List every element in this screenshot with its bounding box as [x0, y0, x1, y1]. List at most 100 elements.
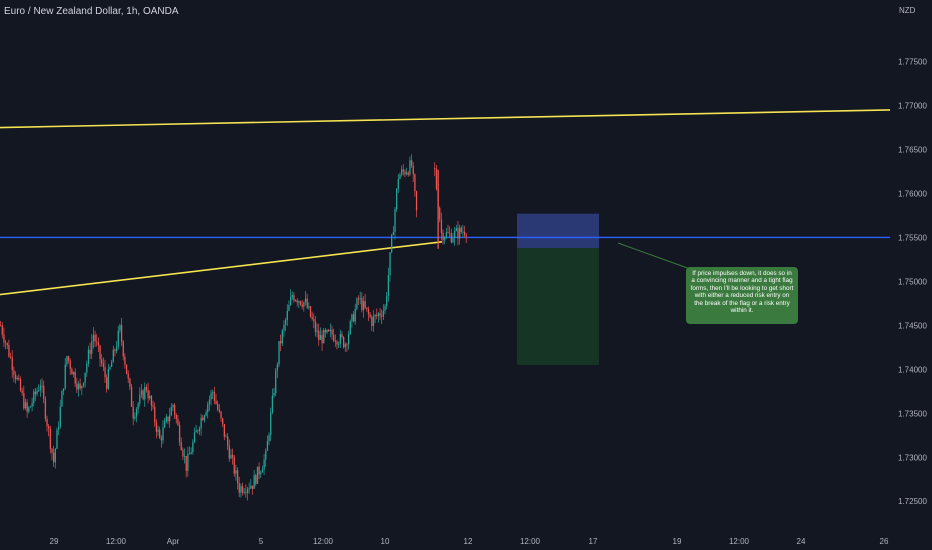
candle-body: [276, 364, 279, 371]
candle-body: [357, 298, 360, 300]
candle-body: [152, 405, 154, 407]
candle-body: [159, 429, 161, 439]
candle-body: [154, 406, 156, 423]
candle-body: [382, 310, 385, 317]
candle-body: [341, 334, 343, 338]
candle-body: [187, 453, 189, 471]
candle-body: [278, 341, 280, 365]
candle-body: [177, 418, 179, 426]
y-tick-label: 1.74500: [898, 321, 927, 330]
candle-body: [371, 317, 373, 327]
candle-body: [400, 169, 403, 175]
candle-body: [342, 337, 345, 348]
candle-body: [9, 356, 12, 358]
lower-trendline[interactable]: [0, 241, 443, 296]
candle-body: [77, 383, 80, 390]
candle-body: [24, 402, 27, 409]
candle-body: [241, 486, 244, 493]
candle-body: [205, 412, 207, 416]
candle-body: [338, 343, 340, 345]
candle-body: [333, 334, 335, 341]
candle-body: [34, 391, 37, 395]
stop-loss-zone[interactable]: [517, 213, 599, 248]
candle-body: [223, 423, 225, 437]
candle-body: [250, 485, 252, 489]
candle-body: [255, 475, 257, 484]
candle-body: [440, 219, 443, 233]
candle-body: [313, 319, 315, 322]
candle-body: [14, 374, 17, 380]
currency-label: NZD: [899, 6, 916, 15]
candle-body: [381, 315, 383, 317]
candle-body: [288, 305, 290, 311]
candle-body: [233, 457, 235, 474]
candle-body: [387, 275, 390, 296]
candle-body: [130, 386, 133, 407]
take-profit-zone[interactable]: [517, 247, 599, 365]
candle-body: [220, 411, 222, 419]
y-tick-label: 1.77000: [898, 102, 927, 111]
candle-body: [200, 417, 202, 429]
symbol-title[interactable]: Euro / New Zealand Dollar, 1h, OANDA: [4, 6, 179, 17]
candle-body: [125, 364, 128, 374]
candle-body: [280, 341, 282, 344]
candle-body: [460, 227, 462, 233]
candle-body: [386, 295, 388, 307]
candle-body: [377, 313, 380, 316]
candle-body: [285, 320, 287, 325]
candle-body: [28, 407, 30, 412]
candle-body: [434, 167, 436, 169]
candle-body: [324, 330, 327, 333]
candle-body: [389, 252, 391, 276]
candle-body: [3, 334, 5, 343]
candle-body: [452, 238, 454, 243]
candle-body: [102, 363, 105, 367]
candle-body: [439, 207, 441, 220]
candle-body: [463, 231, 466, 236]
y-tick-label: 1.77500: [898, 58, 927, 67]
candle-body: [361, 298, 363, 311]
candle-body: [334, 340, 337, 342]
candle-body: [289, 297, 292, 306]
candle-body: [74, 371, 76, 384]
candle-body: [225, 436, 227, 438]
x-tick-label: 12:00: [729, 537, 750, 546]
candle-body: [294, 300, 297, 302]
candle-body: [331, 329, 333, 335]
candle-body: [54, 448, 56, 463]
candle-body: [94, 334, 96, 342]
candle-body: [326, 329, 328, 333]
annotation-note[interactable]: If price impulses down, it does so in a …: [686, 267, 798, 324]
candle-body: [308, 306, 310, 308]
candle-body: [16, 377, 18, 380]
candle-body: [51, 448, 53, 453]
candle-body: [384, 306, 386, 311]
candle-body: [23, 392, 25, 409]
candle-body: [101, 359, 103, 364]
candle-body: [11, 357, 13, 371]
candle-body: [149, 396, 151, 399]
candle-body: [329, 329, 332, 332]
candle-body: [119, 325, 121, 331]
candle-body: [36, 390, 38, 395]
candle-body: [208, 399, 211, 405]
candle-body: [4, 342, 7, 344]
candle-body: [203, 415, 206, 421]
candle-body: [139, 394, 141, 404]
candle-body: [165, 416, 167, 422]
candle-body: [374, 314, 376, 317]
candle-body: [349, 321, 351, 334]
candle-body: [190, 452, 192, 455]
candle-body: [82, 382, 85, 387]
candle-body: [59, 406, 61, 427]
upper-trendline[interactable]: [0, 109, 891, 129]
candle-body: [91, 341, 93, 354]
candle-body: [62, 388, 65, 392]
candle-body: [92, 334, 95, 342]
candle-body: [33, 391, 35, 403]
candle-body: [99, 345, 101, 360]
candle-body: [354, 308, 356, 322]
candle-body: [455, 228, 457, 231]
candle-body: [309, 306, 312, 317]
